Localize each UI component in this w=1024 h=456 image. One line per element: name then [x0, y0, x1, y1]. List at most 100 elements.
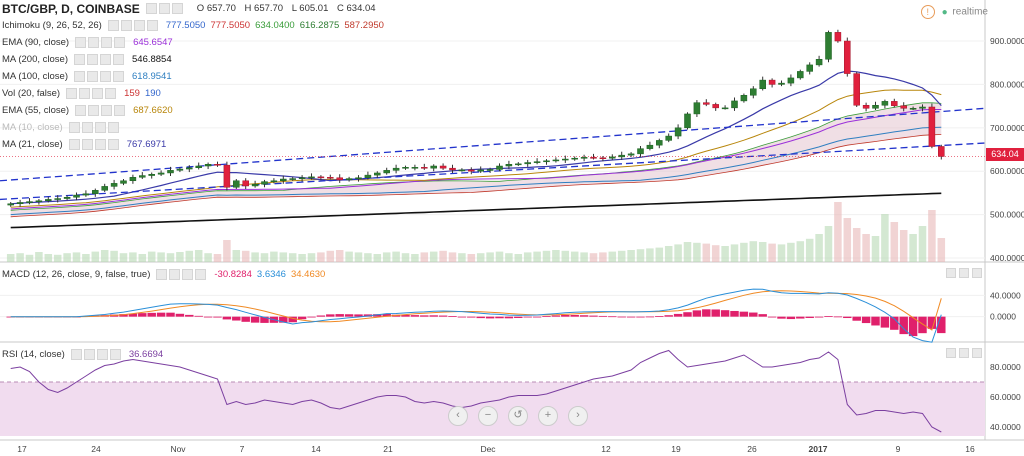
macd-histogram-bar — [730, 310, 739, 317]
volume-bar — [63, 253, 71, 262]
candle-body — [609, 156, 616, 159]
indicator-buttons[interactable] — [68, 121, 121, 135]
plus-icon[interactable]: + — [538, 406, 558, 426]
macd-histogram-bar — [326, 314, 335, 317]
indicator-legend-row[interactable]: Vol (20, false) 159 190 — [2, 87, 166, 101]
macd-histogram-bar — [720, 310, 730, 317]
indicator-buttons[interactable] — [66, 87, 118, 101]
volume-bar — [467, 254, 476, 262]
macd-histogram-bar — [203, 316, 213, 318]
candle-body — [646, 144, 654, 149]
volume-bar — [223, 240, 231, 262]
alert-icon[interactable]: ! — [920, 5, 935, 19]
macd-histogram-bar — [561, 314, 570, 317]
candle-body — [468, 169, 475, 172]
volume-bar — [862, 234, 870, 262]
candle-body — [684, 113, 691, 129]
realtime-label: realtime — [952, 6, 988, 18]
macd-histogram-bar — [692, 310, 702, 317]
volume-bar — [335, 250, 344, 262]
candle-body — [919, 106, 926, 109]
macd-histogram-bar — [702, 309, 711, 317]
candle-body — [524, 162, 531, 165]
macd-histogram-bar — [598, 315, 608, 317]
candle-body — [496, 165, 503, 170]
indicator-buttons[interactable] — [107, 19, 160, 33]
candle-body — [674, 127, 682, 137]
indicator-buttons[interactable] — [75, 104, 127, 118]
minus-icon[interactable]: − — [478, 406, 498, 426]
volume-bar — [711, 245, 720, 262]
macd-histogram-bar — [147, 312, 156, 317]
indicator-buttons[interactable] — [74, 70, 126, 84]
volume-bar — [758, 242, 767, 262]
macd-histogram-bar — [438, 315, 448, 317]
ohlc-open: O 657.70 — [196, 3, 236, 14]
macd-histogram-bar — [504, 316, 514, 319]
indicator-legend-row[interactable]: Ichimoku (9, 26, 52, 26) 777.5050 777.5050… — [2, 19, 389, 33]
volume-bar — [176, 252, 184, 262]
volume-bar — [401, 253, 410, 262]
macd-histogram-bar — [908, 316, 918, 337]
candle-body — [45, 199, 52, 201]
volume-bar — [617, 250, 626, 262]
candle-body — [486, 169, 494, 171]
macd-histogram-bar — [617, 316, 626, 318]
volume-bar — [204, 253, 212, 262]
volume-bar — [608, 251, 617, 262]
macd-histogram-bar — [843, 316, 852, 319]
chart-navigation[interactable]: ‹ − ↺ + › — [448, 406, 588, 426]
rsi-pane-controls[interactable] — [943, 348, 982, 360]
indicator-buttons[interactable] — [74, 53, 126, 67]
candle-body — [721, 107, 729, 110]
indicator-value: 546.8854 — [132, 54, 172, 65]
macd-hist-value: -30.8284 — [214, 269, 252, 280]
macd-histogram-bar — [194, 315, 203, 317]
chevron-left-icon[interactable]: ‹ — [448, 406, 468, 426]
time-tick-label: 9 — [896, 444, 901, 454]
symbol-title[interactable]: BTC/GBP, D, COINBASE — [2, 2, 140, 16]
rsi-tick-label: 80.0000 — [990, 362, 1021, 372]
indicator-legend-row[interactable]: MA (10, close) — [2, 121, 127, 135]
macd-legend-buttons[interactable] — [156, 268, 208, 282]
candle-body — [439, 165, 447, 169]
macd-histogram-bar — [457, 316, 467, 318]
ohlc-close: C 634.04 — [337, 3, 376, 14]
macd-histogram-bar — [288, 316, 297, 323]
macd-pane-controls[interactable] — [943, 268, 982, 280]
chevron-right-icon[interactable]: › — [568, 406, 588, 426]
macd-histogram-bar — [711, 309, 720, 317]
indicator-buttons[interactable] — [68, 138, 121, 152]
macd-histogram-bar — [448, 316, 457, 317]
indicator-legend-row[interactable]: MA (21, close) 767.6971 — [2, 138, 171, 152]
indicator-legend-row[interactable]: EMA (55, close) 687.6620 — [2, 104, 178, 118]
candle-body — [928, 106, 936, 147]
indicator-buttons[interactable] — [75, 36, 127, 50]
volume-bar — [918, 226, 927, 262]
volume-bar — [580, 252, 588, 262]
rsi-legend-buttons[interactable] — [70, 348, 123, 362]
reset-icon[interactable]: ↺ — [508, 406, 528, 426]
candle-body — [449, 167, 456, 171]
macd-histogram-bar — [485, 316, 495, 319]
macd-histogram-bar — [119, 314, 128, 317]
macd-histogram-bar — [175, 313, 185, 317]
candle-body — [186, 167, 193, 170]
indicator-legend-row[interactable]: MA (200, close) 546.8854 — [2, 53, 177, 67]
macd-histogram-bar — [467, 316, 476, 318]
time-tick-label: 14 — [311, 444, 321, 454]
candle-body — [834, 32, 842, 42]
indicator-legend-row[interactable]: EMA (90, close) 645.6547 — [2, 36, 178, 50]
volume-bar — [439, 250, 447, 262]
time-tick-label: 26 — [747, 444, 757, 454]
macd-histogram-bar — [758, 314, 767, 317]
macd-histogram-bar — [532, 316, 542, 318]
indicator-legend-row[interactable]: MA (100, close) 618.9541 — [2, 70, 177, 84]
macd-line-value: 3.6346 — [256, 269, 286, 280]
candle-body — [110, 183, 118, 187]
volume-bar — [147, 251, 156, 262]
macd-histogram-bar — [138, 313, 147, 317]
candle-body — [693, 102, 701, 115]
legend-buttons[interactable] — [145, 2, 185, 16]
